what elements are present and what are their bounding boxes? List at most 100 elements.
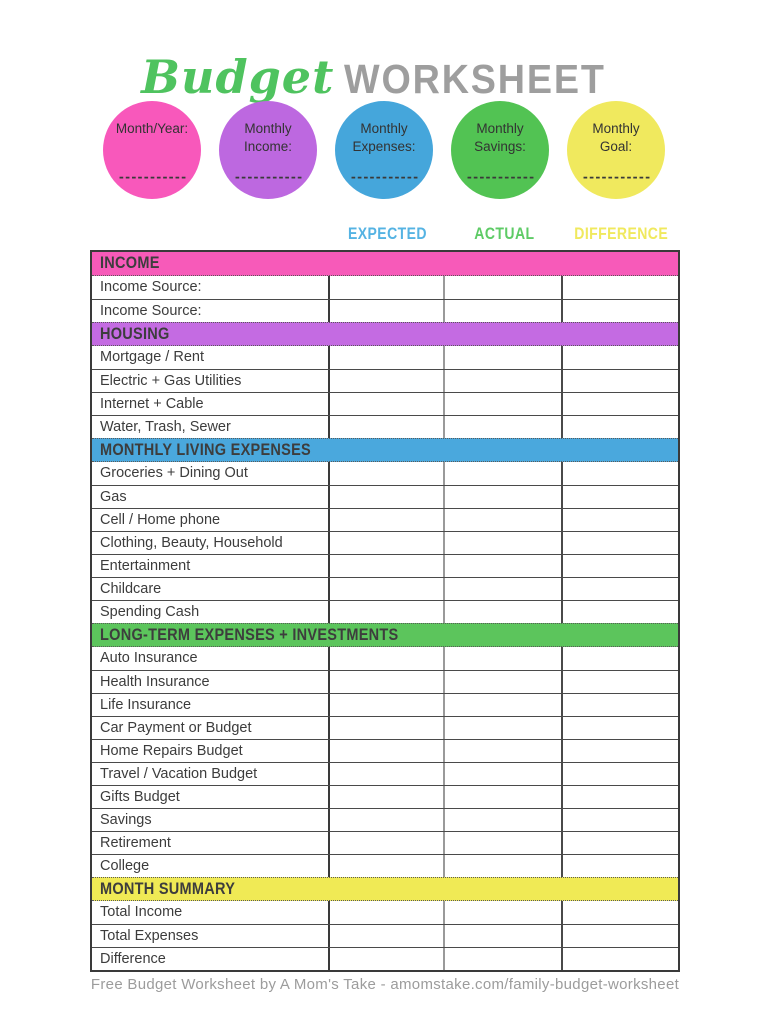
cell-expected xyxy=(328,509,443,531)
table-row: Entertainment xyxy=(92,554,678,577)
row-label: Income Source: xyxy=(100,303,202,319)
table-row: Internet + Cable xyxy=(92,392,678,415)
row-label: Health Insurance xyxy=(100,674,210,690)
cell-actual xyxy=(443,416,561,438)
title-budget-script: Budget xyxy=(141,50,335,104)
section-rows: Auto Insurance Health Insurance Life Insur… xyxy=(92,647,678,877)
cell-difference xyxy=(561,416,678,438)
table-row: Childcare xyxy=(92,577,678,600)
row-label: Total Expenses xyxy=(100,928,199,944)
column-header-actual: ACTUAL xyxy=(445,225,563,244)
row-label: Life Insurance xyxy=(100,697,192,713)
cell-expected xyxy=(328,786,443,808)
cell-expected xyxy=(328,763,443,785)
table-row: Total Income xyxy=(92,901,678,924)
cell-difference xyxy=(561,925,678,947)
row-label: Gifts Budget xyxy=(100,789,180,805)
section-header-income: INCOME xyxy=(92,252,678,276)
cell-difference xyxy=(561,276,678,299)
row-label: Clothing, Beauty, Household xyxy=(100,535,283,551)
cell-difference xyxy=(561,901,678,924)
cell-difference xyxy=(561,809,678,831)
cell-difference xyxy=(561,509,678,531)
cell-expected xyxy=(328,901,443,924)
section-housing: HOUSING Mortgage / Rent Electric + Gas Uti… xyxy=(92,322,678,438)
row-label: Entertainment xyxy=(100,558,191,574)
cell-difference xyxy=(561,671,678,693)
table-row: Income Source: xyxy=(92,276,678,299)
cell-expected xyxy=(328,300,443,322)
cell-expected xyxy=(328,416,443,438)
section-month-summary: MONTH SUMMARY Total Income Total Expenses D… xyxy=(92,877,678,970)
row-label: Gas xyxy=(100,489,127,505)
cell-actual xyxy=(443,601,561,623)
row-label: Water, Trash, Sewer xyxy=(100,419,231,435)
row-label: Savings xyxy=(100,812,152,828)
cell-actual xyxy=(443,300,561,322)
table-row: Life Insurance xyxy=(92,693,678,716)
column-header-label: ACTUAL xyxy=(473,225,535,243)
cell-expected xyxy=(328,740,443,762)
cell-actual xyxy=(443,809,561,831)
row-label: College xyxy=(100,858,150,874)
footer-credit: Free Budget Worksheet by A Mom's Take - … xyxy=(90,976,680,993)
row-label: Groceries + Dining Out xyxy=(100,465,248,481)
cell-expected xyxy=(328,578,443,600)
table-row: Car Payment or Budget xyxy=(92,716,678,739)
cell-actual xyxy=(443,901,561,924)
table-row: Home Repairs Budget xyxy=(92,739,678,762)
row-label: Internet + Cable xyxy=(100,396,204,412)
section-header-label: INCOME xyxy=(100,254,160,272)
cell-expected xyxy=(328,809,443,831)
cell-expected xyxy=(328,276,443,299)
cell-difference xyxy=(561,694,678,716)
column-headers: EXPECTED ACTUAL DIFFERENCE xyxy=(330,225,680,244)
section-header-label: MONTHLY LIVING EXPENSES xyxy=(100,441,312,459)
section-income: INCOME Income Source: Income Source: xyxy=(92,252,678,322)
page-title: Budget WORKSHEET xyxy=(0,50,770,104)
row-label: Electric + Gas Utilities xyxy=(100,373,242,389)
row-label: Mortgage / Rent xyxy=(100,349,204,365)
circle-write-in-line: ----------- xyxy=(233,170,303,184)
row-label: Car Payment or Budget xyxy=(100,720,252,736)
cell-expected xyxy=(328,948,443,970)
circle-write-in-line: ----------- xyxy=(117,170,187,184)
cell-actual xyxy=(443,509,561,531)
cell-actual xyxy=(443,694,561,716)
cell-expected xyxy=(328,647,443,670)
cell-actual xyxy=(443,346,561,369)
cell-expected xyxy=(328,671,443,693)
table-row: Income Source: xyxy=(92,299,678,322)
cell-actual xyxy=(443,393,561,415)
cell-difference xyxy=(561,300,678,322)
cell-expected xyxy=(328,393,443,415)
cell-expected xyxy=(328,555,443,577)
cell-actual xyxy=(443,948,561,970)
column-header-expected: EXPECTED xyxy=(330,225,445,244)
title-worksheet: WORKSHEET xyxy=(344,56,607,102)
cell-difference xyxy=(561,647,678,670)
cell-difference xyxy=(561,346,678,369)
cell-difference xyxy=(561,555,678,577)
cell-expected xyxy=(328,832,443,854)
cell-actual xyxy=(443,832,561,854)
cell-difference xyxy=(561,948,678,970)
cell-actual xyxy=(443,740,561,762)
table-row: Gifts Budget xyxy=(92,785,678,808)
table-row: Difference xyxy=(92,947,678,970)
row-label: Difference xyxy=(100,951,166,967)
cell-actual xyxy=(443,786,561,808)
cell-actual xyxy=(443,717,561,739)
section-header-long-term-expenses-investments: LONG-TERM EXPENSES + INVESTMENTS xyxy=(92,623,678,647)
cell-actual xyxy=(443,486,561,508)
table-row: Electric + Gas Utilities xyxy=(92,369,678,392)
table-row: Spending Cash xyxy=(92,600,678,623)
circle-month-year: Month/Year: ----------- xyxy=(103,101,201,199)
circle-write-in-line: ----------- xyxy=(465,170,535,184)
cell-expected xyxy=(328,717,443,739)
circle-label: Month/Year: xyxy=(115,121,189,136)
table-row: Clothing, Beauty, Household xyxy=(92,531,678,554)
cell-difference xyxy=(561,717,678,739)
table-row: Savings xyxy=(92,808,678,831)
section-long-term-expenses-investments: LONG-TERM EXPENSES + INVESTMENTS Auto Ins… xyxy=(92,623,678,877)
